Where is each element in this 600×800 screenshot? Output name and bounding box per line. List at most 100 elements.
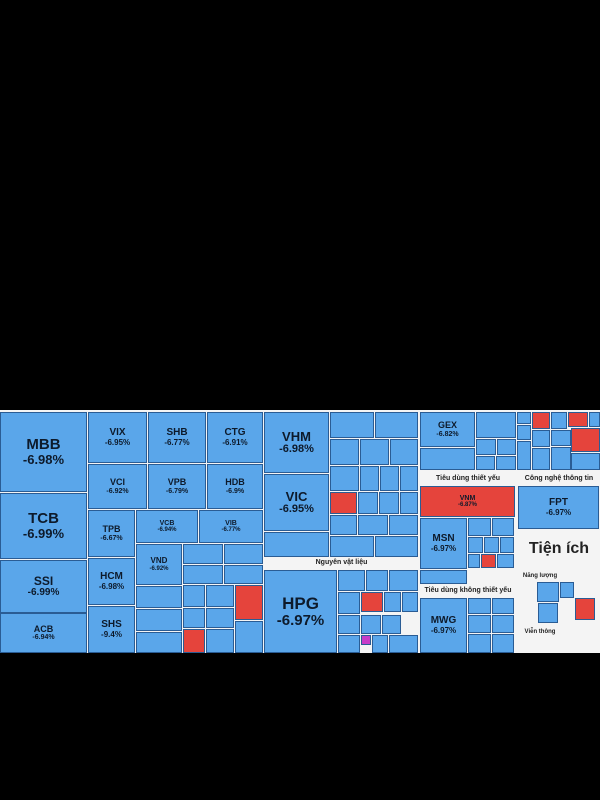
small-tile (517, 412, 531, 424)
small-tile (206, 585, 234, 607)
small-tile (338, 570, 365, 591)
stock-tile: VND -6.92% (136, 544, 182, 585)
small-tile (492, 615, 514, 633)
change: -6.87% (457, 502, 477, 509)
small-tile (537, 582, 559, 602)
ticker: VPB (167, 477, 187, 488)
stock-tile: TPB -6.67% (88, 510, 135, 557)
change: -6.79% (165, 487, 189, 495)
small-tile (476, 412, 516, 438)
ticker: MBB (26, 436, 61, 454)
change: -6.94% (32, 634, 55, 642)
small-tile (361, 615, 381, 634)
stock-tile: MBB -6.98% (0, 412, 87, 492)
change: -6.82% (436, 430, 459, 438)
stock-tile: TCB -6.99% (0, 493, 87, 559)
ticker: MSN (432, 533, 455, 545)
small-tile (330, 515, 357, 535)
small-tile (338, 635, 360, 653)
change: -6.95% (279, 502, 314, 515)
small-tile (224, 544, 263, 564)
section-heading: Nguyên vật liệu (315, 559, 368, 566)
section-heading: Công nghệ thông tin (524, 475, 594, 482)
small-tile (183, 608, 205, 628)
ticker: VIX (109, 427, 126, 439)
stock-tile: MSN -6.97% (420, 518, 467, 569)
stock-tile: VPB -6.79% (148, 464, 206, 509)
small-tile (468, 615, 491, 633)
stock-tile: HPG -6.97% (264, 570, 337, 653)
small-tile (183, 629, 205, 653)
small-tile (571, 428, 600, 452)
ticker: VNM (459, 494, 476, 502)
small-tile (382, 615, 401, 634)
small-tile (183, 544, 223, 564)
small-tile (360, 439, 389, 465)
small-tile (492, 634, 514, 653)
ticker: FPT (549, 497, 568, 509)
ticker: VHM (282, 428, 311, 444)
small-tile (384, 592, 401, 612)
section-heading: Tiêu dùng không thiết yếu (424, 587, 512, 594)
stock-tile: VIB -6.77% (199, 510, 263, 543)
change: -6.98% (279, 442, 314, 455)
small-tile (330, 466, 359, 491)
small-tile (136, 632, 182, 653)
small-tile (235, 621, 263, 653)
small-tile (420, 570, 467, 584)
small-tile (400, 466, 418, 491)
small-tile (497, 554, 514, 568)
change: -6.97% (545, 507, 572, 517)
ticker: HDB (225, 477, 245, 488)
small-tile (468, 554, 480, 568)
small-tile (532, 412, 550, 429)
stock-tile: VIC -6.95% (264, 474, 329, 531)
small-tile (136, 586, 182, 608)
small-tile (476, 439, 496, 455)
small-tile (589, 412, 600, 427)
small-tile (551, 412, 567, 429)
small-tile (330, 439, 359, 465)
small-tile (206, 629, 234, 653)
small-tile (338, 615, 360, 634)
small-tile (235, 585, 263, 620)
ticker: VCB (159, 519, 175, 527)
change: -6.99% (22, 526, 65, 542)
ticker: VIC (285, 488, 308, 504)
small-tile (492, 598, 514, 614)
ticker: SSI (33, 573, 54, 588)
change: -6.67% (100, 534, 123, 542)
stock-tile: VCB -6.94% (136, 510, 198, 543)
small-tile (183, 565, 223, 584)
ticker: SHB (166, 427, 188, 439)
change: -6.77% (164, 437, 190, 447)
change: -6.92% (106, 487, 129, 495)
small-tile (497, 439, 516, 455)
small-tile (206, 608, 234, 628)
change: -6.97% (430, 625, 457, 635)
ticker: HPG (282, 593, 319, 613)
small-tile (361, 592, 383, 612)
stock-tile: VNM -6.87% (420, 486, 515, 517)
small-tile (575, 598, 595, 620)
small-tile (390, 439, 418, 465)
small-tile (571, 453, 600, 470)
small-tile (468, 518, 491, 536)
stock-tile: HDB -6.9% (207, 464, 263, 509)
ticker: HCM (100, 571, 123, 583)
stock-tile: VIX -6.95% (88, 412, 147, 463)
small-tile (468, 598, 491, 614)
small-tile (551, 447, 571, 470)
small-tile (358, 515, 388, 535)
change: -6.98% (22, 452, 65, 468)
small-tile (389, 570, 418, 591)
small-tile (366, 570, 388, 591)
ticker: TPB (102, 524, 121, 535)
small-tile (468, 634, 491, 653)
small-tile (476, 456, 495, 470)
small-tile (264, 532, 329, 557)
small-tile (389, 515, 418, 535)
section-heading: Tiêu dùng thiết yếu (435, 475, 501, 482)
change: -9.4% (101, 629, 122, 639)
